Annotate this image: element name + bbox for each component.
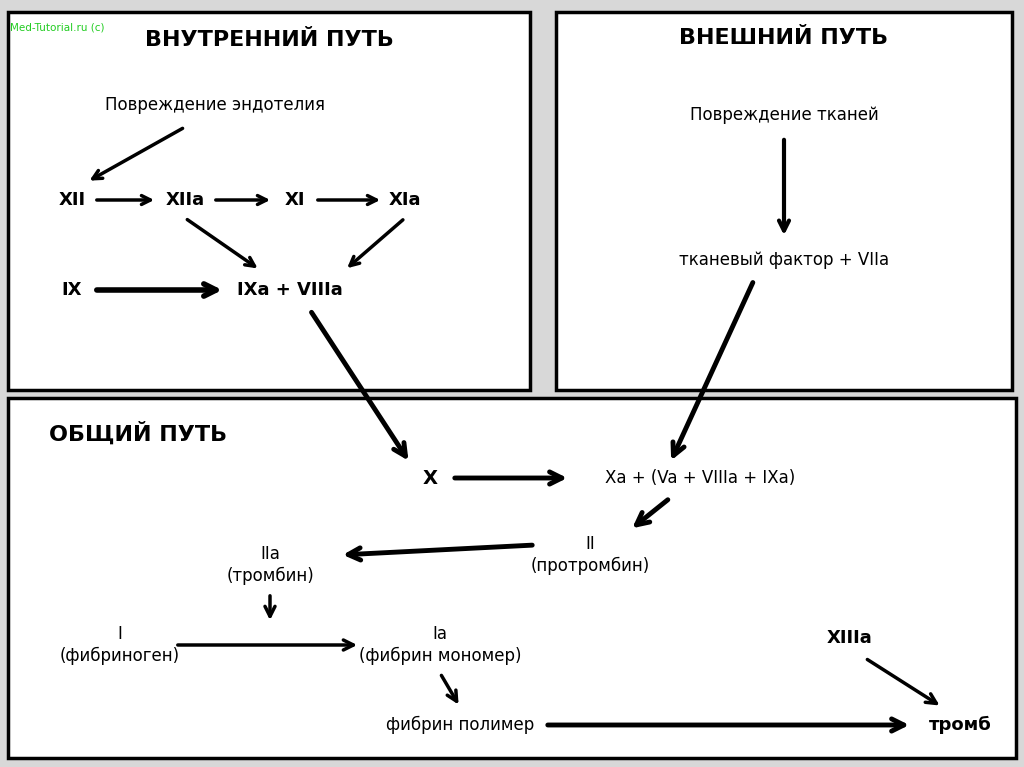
- Text: X: X: [423, 469, 437, 488]
- Text: ВНУТРЕННИЙ ПУТЬ: ВНУТРЕННИЙ ПУТЬ: [144, 30, 393, 50]
- Bar: [8, 12, 530, 390]
- Text: Повреждение тканей: Повреждение тканей: [689, 106, 879, 124]
- Text: XIIIa: XIIIa: [827, 629, 872, 647]
- Text: фибрин полимер: фибрин полимер: [386, 716, 535, 734]
- Text: II
(протромбин): II (протромбин): [530, 535, 649, 575]
- Text: IIa
(тромбин): IIa (тромбин): [226, 545, 314, 585]
- Text: Ia
(фибрин мономер): Ia (фибрин мономер): [358, 625, 521, 665]
- Text: XIIa: XIIa: [166, 191, 205, 209]
- Text: тканевый фактор + VIIa: тканевый фактор + VIIa: [679, 251, 889, 269]
- Text: ВНЕШНИЙ ПУТЬ: ВНЕШНИЙ ПУТЬ: [680, 28, 889, 48]
- Text: XIa: XIa: [389, 191, 421, 209]
- Text: Xa + (Va + VIIIa + IXa): Xa + (Va + VIIIa + IXa): [605, 469, 795, 487]
- Text: IX: IX: [61, 281, 82, 299]
- Text: I
(фибриноген): I (фибриноген): [60, 625, 180, 665]
- Text: IXa + VIIIa: IXa + VIIIa: [238, 281, 343, 299]
- Text: Повреждение эндотелия: Повреждение эндотелия: [105, 96, 325, 114]
- Text: ОБЩИЙ ПУТЬ: ОБЩИЙ ПУТЬ: [49, 421, 227, 445]
- Text: XI: XI: [285, 191, 305, 209]
- Text: тромб: тромб: [929, 716, 991, 734]
- Text: Med-Tutorial.ru (c): Med-Tutorial.ru (c): [10, 22, 104, 32]
- Bar: [556, 12, 1012, 390]
- Text: XII: XII: [58, 191, 86, 209]
- Bar: [8, 398, 1016, 758]
